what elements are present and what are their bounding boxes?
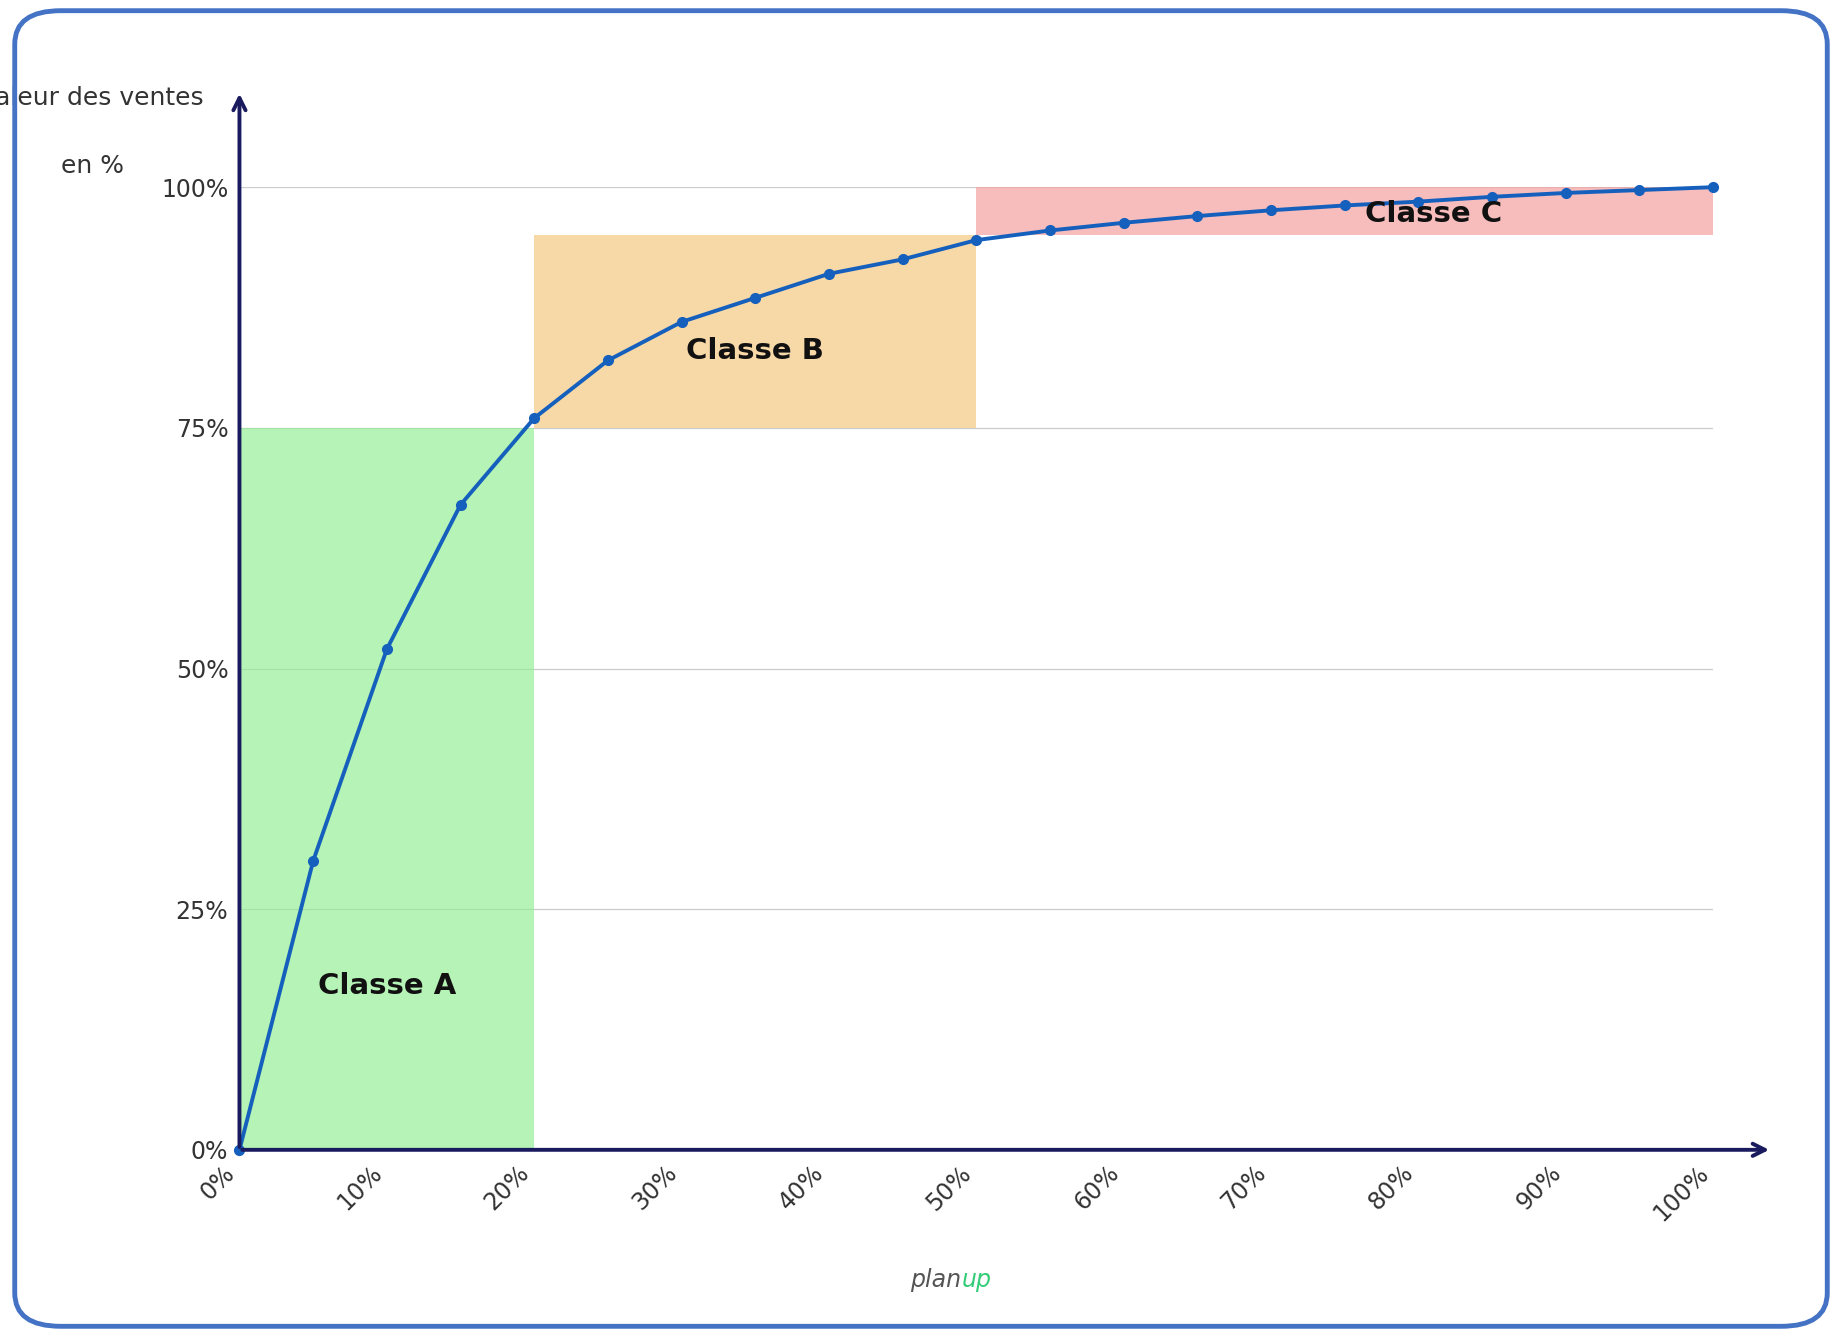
Text: Classe B: Classe B <box>687 337 823 365</box>
Bar <box>976 187 1713 235</box>
Bar <box>534 235 976 428</box>
Text: Valeur des ventes: Valeur des ventes <box>0 86 204 110</box>
Text: up: up <box>962 1267 991 1292</box>
Text: plan: plan <box>910 1267 962 1292</box>
Text: Classe C: Classe C <box>1365 201 1501 229</box>
Text: Classe A: Classe A <box>317 972 457 1000</box>
Text: en %: en % <box>61 154 123 178</box>
Bar <box>239 428 534 1150</box>
